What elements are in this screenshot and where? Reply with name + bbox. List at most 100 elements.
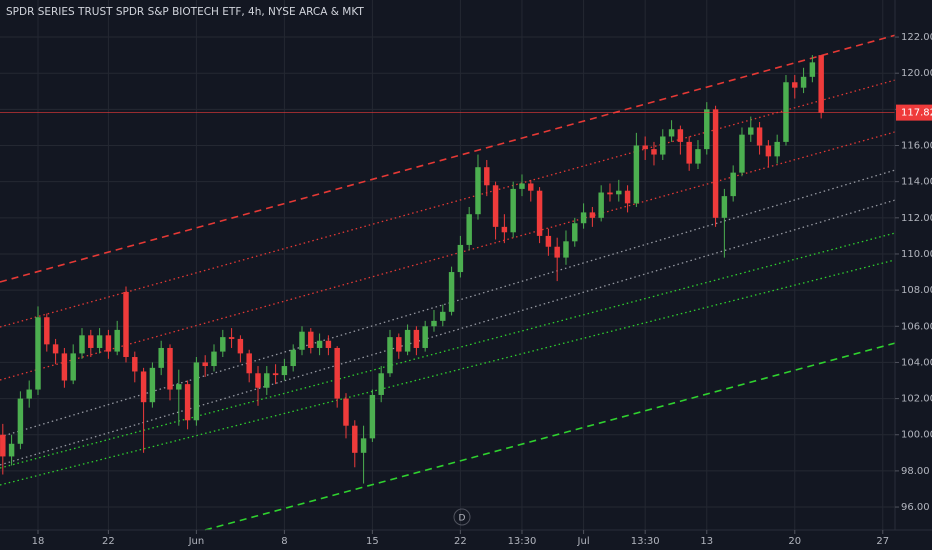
candle-body: [264, 373, 270, 388]
candle-body: [528, 183, 534, 191]
candle-body: [554, 246, 560, 258]
x-tick-label: 13: [700, 536, 713, 547]
candle-body: [281, 366, 288, 376]
candle-body: [228, 337, 235, 339]
x-tick-label: Jun: [188, 536, 205, 547]
candle-body: [519, 183, 525, 189]
candle-body: [61, 353, 68, 381]
candle-body: [237, 338, 244, 354]
candle-body: [712, 109, 719, 218]
candle-body: [378, 373, 384, 395]
dividend-marker[interactable]: [453, 508, 471, 526]
x-tick-label: 8: [281, 536, 287, 547]
candle-body: [211, 351, 217, 367]
y-tick-label: 112.00: [901, 213, 932, 224]
y-tick-label: 98.00: [901, 466, 930, 477]
y-tick-label: 102.00: [901, 394, 932, 405]
candle-body: [501, 226, 508, 233]
x-tick-label: 18: [32, 536, 45, 547]
candle-body: [88, 335, 94, 348]
channel-line: [0, 232, 896, 469]
candle-body: [475, 167, 481, 215]
candle-body: [396, 337, 402, 352]
candle-body: [440, 311, 446, 321]
x-tick-label: 13:30: [631, 536, 660, 547]
candle-body: [809, 62, 816, 77]
candle-body: [466, 214, 472, 245]
candle-body: [202, 362, 208, 367]
candle-body: [730, 172, 736, 197]
x-tick-label: 22: [102, 536, 115, 547]
channel-line: [0, 34, 896, 283]
candle-body: [651, 149, 657, 155]
candle-body: [765, 145, 772, 157]
candle-body: [132, 357, 138, 372]
x-tick-label: 20: [788, 536, 801, 547]
y-tick-label: 108.00: [901, 285, 932, 296]
candle-body: [413, 329, 420, 348]
candle-body: [96, 335, 103, 348]
x-tick-label: Jul: [577, 536, 590, 547]
candle-body: [607, 192, 613, 195]
y-tick-label: 116.00: [901, 141, 932, 152]
candle-body: [316, 340, 323, 348]
candle-body: [774, 141, 780, 157]
candle-body: [818, 55, 824, 113]
candle-body: [492, 185, 499, 227]
x-tick-label: 27: [876, 536, 889, 547]
channel-line: [0, 79, 896, 328]
last-price-label: 117.82: [901, 108, 932, 119]
candle-body: [26, 389, 32, 399]
last-price-box: [896, 104, 932, 121]
grid: [0, 0, 895, 530]
y-tick-label: 114.00: [901, 177, 932, 188]
candle-body: [660, 136, 666, 155]
candle-body: [484, 167, 490, 186]
candle-body: [70, 353, 76, 381]
candle-body: [220, 337, 226, 352]
candle-body: [149, 367, 156, 403]
candle-body: [193, 362, 200, 421]
y-tick-label: 96.00: [901, 502, 930, 513]
candle-body: [17, 398, 24, 444]
candle-body: [598, 192, 604, 218]
candle-body: [246, 353, 252, 374]
candle-body: [783, 82, 789, 142]
candle-body: [299, 331, 305, 350]
candle-body: [167, 347, 173, 390]
candle-body: [52, 344, 59, 354]
candle-body: [158, 347, 164, 368]
candle-body: [545, 235, 552, 247]
y-tick-label: 120.00: [901, 68, 932, 79]
candle-body: [0, 434, 6, 457]
candle-body: [140, 371, 147, 403]
x-tick-label: 22: [454, 536, 467, 547]
candle-body: [800, 76, 807, 88]
candle-body: [123, 291, 129, 358]
candle-body: [704, 109, 710, 150]
candle-body: [589, 212, 596, 218]
candle-body: [668, 129, 675, 137]
candle-body: [739, 134, 745, 173]
candle-body: [352, 425, 358, 453]
candle-body: [721, 196, 728, 218]
candle-body: [572, 223, 578, 242]
candle-body: [536, 190, 543, 236]
x-tick-label: 15: [366, 536, 379, 547]
dividend-marker-label[interactable]: D: [459, 514, 466, 524]
candle-body: [79, 335, 85, 354]
candle-body: [677, 129, 684, 142]
candle-body: [642, 145, 648, 150]
candle-body: [695, 149, 701, 164]
candle-body: [272, 373, 279, 376]
candle-body: [343, 398, 349, 426]
axes: 96.00 98.00 100.00 102.00 104.00 106.00 108.00…: [32, 32, 932, 547]
candle-body: [563, 241, 569, 258]
candle-body: [325, 340, 332, 348]
candle-body: [448, 272, 455, 312]
chart-title: SPDR SERIES TRUST SPDR S&P BIOTECH ETF, …: [6, 6, 364, 18]
candle-body: [686, 141, 692, 164]
